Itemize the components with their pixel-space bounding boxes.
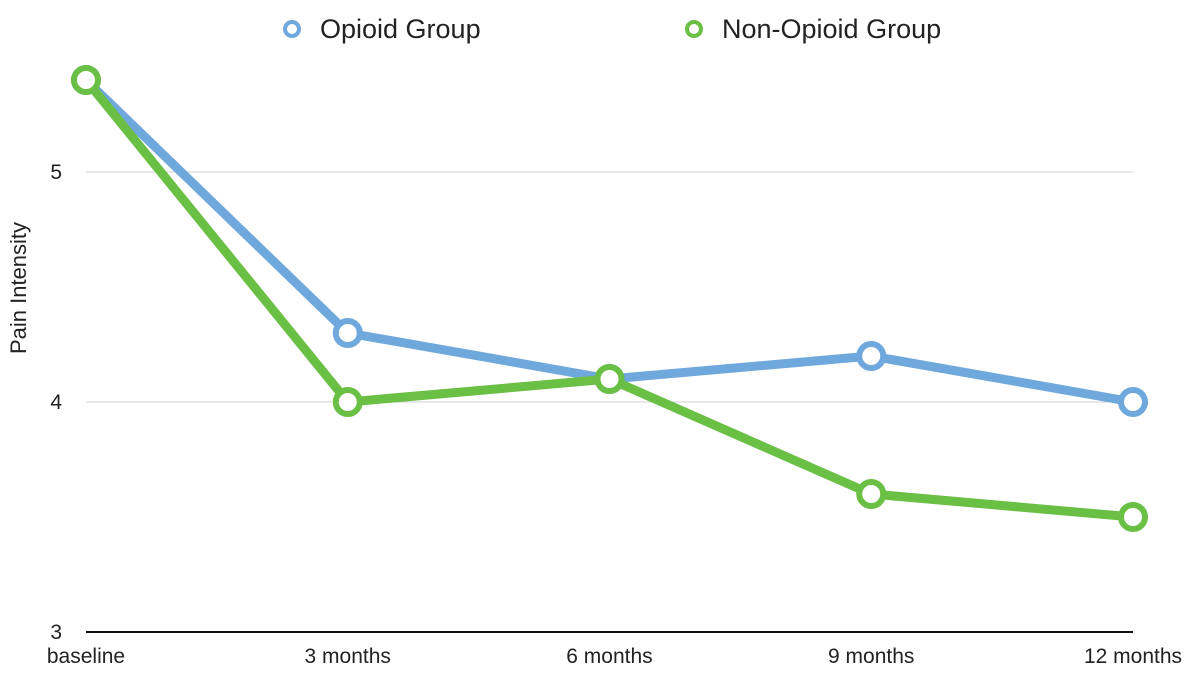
x-tick-label-3-months: 3 months [305,645,391,668]
point-non-opioid-group-12-months [1118,502,1148,532]
gridlines [86,171,1133,403]
legend-marker-non-opioid-group [685,20,703,38]
point-non-opioid-group-6-months [594,364,625,394]
y-axis-ticks: 3 4 5 [50,161,62,644]
legend-label-non-opioid-group: Non-Opioid Group [722,14,941,44]
x-tick-label-6-months: 6 months [566,645,652,668]
point-non-opioid-group-baseline [71,65,101,95]
y-tick-label-3: 3 [50,621,62,644]
point-opioid-group-12-months [1118,387,1148,417]
series-line-non-opioid-group [81,75,1138,522]
point-non-opioid-group-3-months [332,387,363,417]
series-line-opioid-group [81,75,1138,407]
x-axis-ticks: baseline 3 months 6 months 9 months 12 month… [47,645,1182,668]
x-tick-label-baseline: baseline [47,645,125,668]
legend: Opioid Group Non-Opioid Group [283,14,941,44]
y-tick-label-4: 4 [50,391,62,414]
legend-marker-opioid-group [283,20,301,38]
x-tick-label-9-months: 9 months [828,645,914,668]
y-tick-label-5: 5 [50,161,62,184]
series-layer [71,65,1148,532]
legend-label-opioid-group: Opioid Group [320,14,481,44]
point-non-opioid-group-9-months [856,479,887,509]
y-axis-title: Pain Intensity [6,222,31,354]
x-tick-label-12-months: 12 months [1084,645,1182,668]
point-opioid-group-9-months [856,341,887,371]
point-opioid-group-3-months [332,318,363,348]
